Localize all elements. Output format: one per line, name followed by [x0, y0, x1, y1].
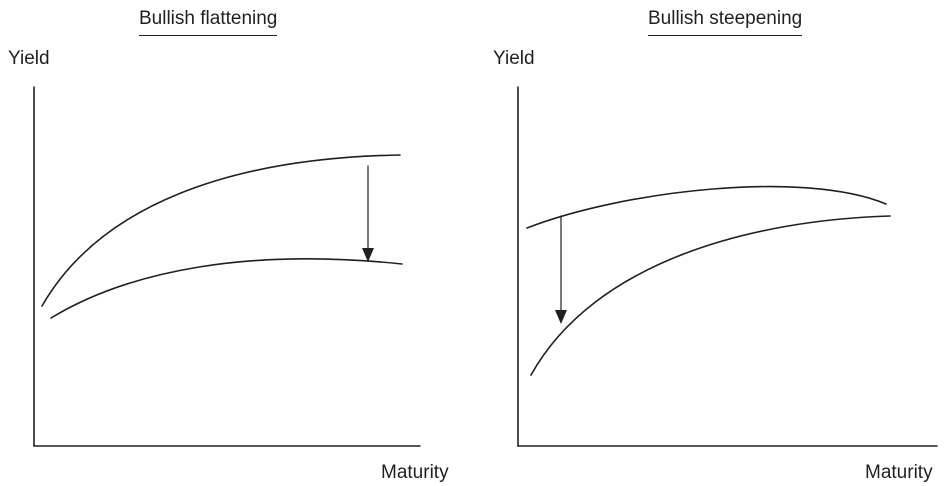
- x-axis-label: Maturity: [381, 462, 449, 483]
- initial-yield-curve: [526, 185, 887, 229]
- y-axis-label: Yield: [493, 48, 535, 69]
- yield-curve-diagram: [33, 86, 421, 447]
- panel-title: Bullish flattening: [139, 8, 278, 36]
- arrowhead-icon: [555, 310, 567, 324]
- arrowhead-icon: [362, 248, 374, 262]
- bullish-flattening-panel: Bullish flattening Yield Maturity: [0, 0, 475, 486]
- y-axis-label: Yield: [8, 48, 50, 69]
- x-axis-label: Maturity: [865, 462, 933, 483]
- shifted-yield-curve: [530, 215, 891, 376]
- yield-curve-diagram: [517, 86, 938, 447]
- initial-yield-curve: [41, 154, 401, 307]
- panel-title: Bullish steepening: [648, 8, 803, 36]
- shifted-yield-curve: [50, 258, 403, 319]
- bullish-steepening-panel: Bullish steepening Yield Maturity: [475, 0, 951, 486]
